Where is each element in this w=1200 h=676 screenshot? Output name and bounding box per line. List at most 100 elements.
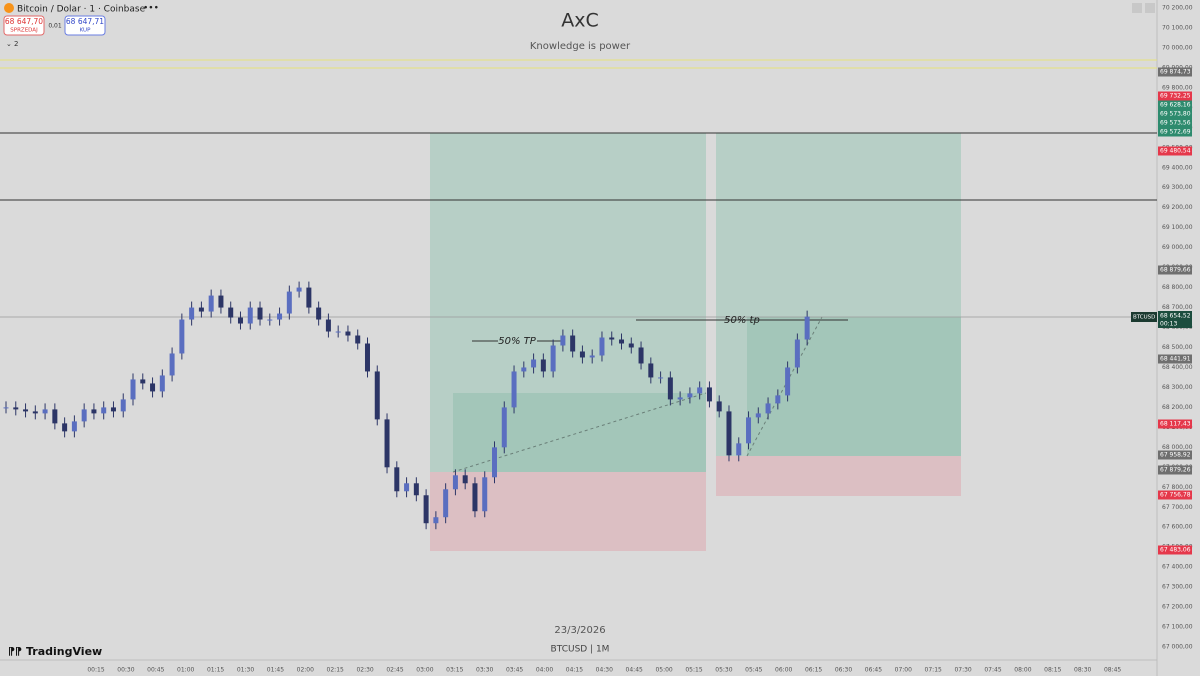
time-tick-label: 02:30 <box>356 667 373 674</box>
spread: 0,01 <box>48 23 62 30</box>
price-badge-label: 69 572,69 <box>1160 129 1191 136</box>
candle-body <box>384 419 390 468</box>
price-badge-label: 67 756,78 <box>1160 492 1191 499</box>
time-tick-label: 05:00 <box>655 667 672 674</box>
candle-body <box>687 393 693 398</box>
candle-body <box>501 407 507 448</box>
price-badge <box>1158 354 1192 364</box>
price-badge-label: 69 628,16 <box>1160 102 1191 109</box>
time-tick-label: 03:30 <box>476 667 493 674</box>
candle-body <box>189 307 195 320</box>
candle-body <box>364 343 370 372</box>
time-tick-label: 05:30 <box>715 667 732 674</box>
price-tick-label: 67 300,00 <box>1162 584 1193 591</box>
scroll-button[interactable] <box>1132 3 1142 13</box>
symbol-icon <box>4 3 14 13</box>
candle-body <box>159 375 165 392</box>
candle-body <box>267 319 273 321</box>
candle-body <box>101 407 107 414</box>
settings-button[interactable] <box>1145 3 1155 13</box>
candle-body <box>150 383 156 392</box>
candle-body <box>765 403 771 414</box>
brand[interactable]: TradingView <box>26 645 102 658</box>
time-tick-label: 04:15 <box>566 667 583 674</box>
time-tick-label: 08:30 <box>1074 667 1091 674</box>
price-tick-label: 67 000,00 <box>1162 644 1193 651</box>
price-badge <box>1158 490 1192 500</box>
time-tick-label: 03:15 <box>446 667 463 674</box>
price-tick-label: 68 300,00 <box>1162 384 1193 391</box>
candle-body <box>716 401 722 412</box>
time-tick-label: 02:45 <box>386 667 403 674</box>
sell-label: SPRZEDAJ <box>10 28 38 34</box>
buy-button[interactable] <box>64 15 106 36</box>
candle-body <box>218 295 224 308</box>
price-tick-label: 68 700,00 <box>1162 304 1193 311</box>
price-badge-label: 69 573,80 <box>1160 111 1191 118</box>
indicator-toggle[interactable]: ⌄ <box>6 40 12 48</box>
candle-body <box>52 409 58 424</box>
symbol-name[interactable]: Bitcoin / Dolar · 1 · Coinbase <box>17 5 146 15</box>
candle-body <box>71 421 77 432</box>
target-zone-filled <box>747 317 961 456</box>
annotation: 50% TP <box>498 336 537 347</box>
price-tick-label: 68 800,00 <box>1162 284 1193 291</box>
price-badge <box>1158 127 1192 137</box>
price-tick-label: 69 300,00 <box>1162 184 1193 191</box>
price-tick-label: 69 200,00 <box>1162 204 1193 211</box>
brand-logo[interactable]: ⁋⁋ <box>8 645 22 658</box>
price-tick-label: 67 800,00 <box>1162 484 1193 491</box>
time-tick-label: 08:00 <box>1014 667 1031 674</box>
price-badge <box>1158 146 1192 156</box>
more-button[interactable]: ••• <box>143 4 159 14</box>
candle-body <box>638 347 644 364</box>
candle-body <box>247 307 253 324</box>
candle-body <box>42 409 48 414</box>
candle-body <box>179 319 185 354</box>
time-tick-label: 02:00 <box>297 667 314 674</box>
price-tick-label: 70 000,00 <box>1162 44 1193 51</box>
candle-body <box>208 295 214 312</box>
candle-body <box>589 355 595 358</box>
candle-body <box>472 483 478 512</box>
candle-body <box>443 489 449 518</box>
candle-body <box>394 467 400 492</box>
candle-body <box>228 307 234 318</box>
time-tick-label: 03:00 <box>416 667 433 674</box>
candle-body <box>120 399 126 412</box>
candle-body <box>667 377 673 400</box>
price-badge-label: 69 573,56 <box>1160 120 1191 127</box>
price-badge-label: 69 480,54 <box>1160 148 1191 155</box>
candle-body <box>140 379 146 384</box>
price-tick-label: 70 200,00 <box>1162 5 1193 12</box>
candle-body <box>13 407 19 410</box>
trade-path <box>746 316 823 457</box>
indicator-count[interactable]: 2 <box>14 40 18 48</box>
candle-body <box>746 417 752 444</box>
time-tick-label: 04:30 <box>596 667 613 674</box>
time-tick-label: 01:00 <box>177 667 194 674</box>
price-badge <box>1158 109 1192 119</box>
candle-body <box>658 377 664 379</box>
annotation: 50% tp <box>724 315 760 326</box>
candle-body <box>775 395 781 404</box>
time-tick-label: 07:30 <box>954 667 971 674</box>
price-tick-label: 69 800,00 <box>1162 84 1193 91</box>
price-tick-label: 67 100,00 <box>1162 624 1193 631</box>
time-tick-label: 07:15 <box>925 667 942 674</box>
ticker-badge <box>1131 312 1157 322</box>
candle-body <box>23 409 29 412</box>
candle-body <box>599 337 605 356</box>
candle-body <box>706 387 712 402</box>
candle-body <box>325 319 331 332</box>
watermark-subtitle: Knowledge is power <box>530 41 631 52</box>
candle-body <box>286 291 292 314</box>
candle-body <box>296 287 302 292</box>
price-badge <box>1158 450 1192 460</box>
sell-button[interactable] <box>3 15 45 36</box>
candle-body <box>482 477 488 512</box>
time-tick-label: 07:45 <box>984 667 1001 674</box>
price-tick-label: 68 400,00 <box>1162 364 1193 371</box>
